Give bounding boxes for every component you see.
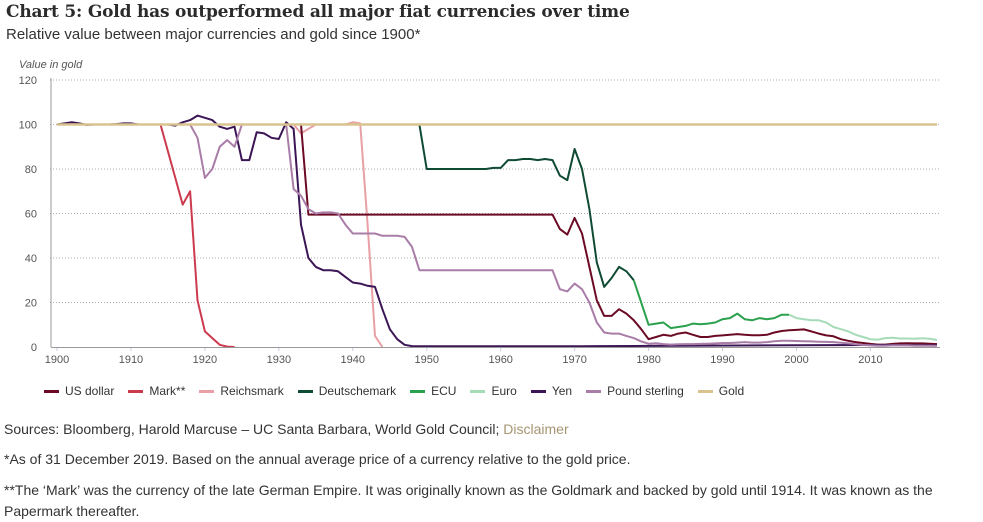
legend-swatch bbox=[199, 389, 215, 393]
legend-item-mark[interactable]: Mark** bbox=[128, 384, 185, 398]
x-tick-label: 1990 bbox=[710, 354, 734, 366]
series-mark bbox=[57, 123, 235, 348]
y-tick-label: 40 bbox=[25, 253, 37, 265]
legend-swatch bbox=[530, 389, 546, 393]
series-reichsmark bbox=[234, 121, 384, 348]
y-tick-label: 60 bbox=[25, 209, 37, 221]
x-tick-label: 2000 bbox=[784, 354, 808, 366]
legend-item-euro[interactable]: Euro bbox=[470, 384, 517, 398]
chart-legend: US dollar Mark** Reichsmark Deutschemark ECU… bbox=[44, 384, 758, 398]
legend-swatch bbox=[410, 389, 426, 393]
x-axis-ticks: 1900 1910 1920 1930 1940 1950 1960 1970 1980 1990… bbox=[45, 347, 883, 366]
legend-item-pound-sterling[interactable]: Pound sterling bbox=[586, 384, 684, 398]
legend-label: ECU bbox=[431, 384, 457, 398]
chart-subtitle: Relative value between major currencies … bbox=[6, 26, 421, 43]
legend-swatch bbox=[470, 389, 486, 393]
y-axis-ticks: 0 20 40 60 80 100 120 bbox=[19, 75, 37, 354]
legend-item-yen[interactable]: Yen bbox=[530, 384, 573, 398]
series-ecu bbox=[632, 279, 790, 330]
y-axis-label: Value in gold bbox=[19, 59, 83, 71]
series-us-dollar bbox=[57, 123, 938, 346]
legend-label: Mark** bbox=[149, 384, 186, 398]
x-tick-label: 1940 bbox=[341, 354, 365, 366]
footnote-asof: *As of 31 December 2019. Based on the an… bbox=[4, 451, 631, 467]
y-tick-label: 0 bbox=[31, 342, 37, 354]
legend-item-reichsmark[interactable]: Reichsmark bbox=[199, 384, 284, 398]
gridlines bbox=[50, 79, 940, 303]
legend-label: Reichsmark bbox=[220, 384, 284, 398]
y-tick-label: 80 bbox=[25, 164, 37, 176]
legend-label: Euro bbox=[491, 384, 517, 398]
legend-swatch bbox=[128, 389, 144, 393]
series-lines bbox=[56, 114, 938, 348]
x-tick-label: 1900 bbox=[45, 354, 69, 366]
x-tick-label: 1910 bbox=[119, 354, 143, 366]
legend-item-us-dollar[interactable]: US dollar bbox=[44, 384, 114, 398]
legend-label: Deutschemark bbox=[318, 384, 397, 398]
legend-swatch bbox=[697, 389, 713, 393]
series-deutschemark bbox=[412, 123, 635, 288]
legend-swatch bbox=[586, 389, 602, 393]
series-euro bbox=[788, 313, 938, 341]
legend-swatch bbox=[44, 389, 59, 393]
legend-label: Pound sterling bbox=[607, 384, 684, 398]
series-yen bbox=[56, 114, 938, 348]
y-tick-label: 20 bbox=[25, 298, 37, 310]
x-tick-label: 1980 bbox=[636, 354, 660, 366]
legend-label: US dollar bbox=[65, 384, 115, 398]
x-tick-label: 1960 bbox=[488, 354, 512, 366]
y-tick-label: 120 bbox=[19, 75, 37, 87]
series-pound-sterling bbox=[57, 123, 938, 347]
legend-item-ecu[interactable]: ECU bbox=[410, 384, 456, 398]
legend-label: Yen bbox=[551, 384, 573, 398]
x-tick-label: 1970 bbox=[562, 354, 586, 366]
disclaimer-link[interactable]: Disclaimer bbox=[503, 421, 569, 437]
legend-swatch bbox=[297, 389, 313, 393]
legend-item-deutschemark[interactable]: Deutschemark bbox=[297, 384, 397, 398]
y-tick-label: 100 bbox=[19, 120, 37, 132]
footnote-mark: **The ‘Mark’ was the currency of the lat… bbox=[4, 482, 933, 519]
chart-title: Chart 5: Gold has outperformed all major… bbox=[6, 2, 630, 22]
sources-note: Sources: Bloomberg, Harold Marcuse – UC … bbox=[4, 421, 569, 437]
sources-text: Sources: Bloomberg, Harold Marcuse – UC … bbox=[4, 421, 504, 437]
x-tick-label: 2010 bbox=[858, 354, 882, 366]
legend-item-gold[interactable]: Gold bbox=[697, 384, 745, 398]
x-tick-label: 1950 bbox=[415, 354, 439, 366]
x-tick-label: 1920 bbox=[193, 354, 217, 366]
x-tick-label: 1930 bbox=[267, 354, 291, 366]
legend-label: Gold bbox=[718, 384, 745, 398]
